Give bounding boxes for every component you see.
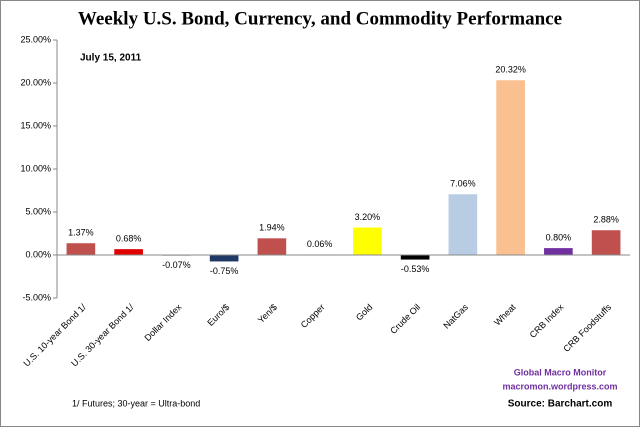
y-tick-label: 25.00% xyxy=(20,34,51,44)
value-label: 7.06% xyxy=(450,179,476,189)
bar xyxy=(257,238,287,255)
site: macromon.wordpress.com xyxy=(502,381,617,391)
source: Source: Barchart.com xyxy=(508,399,613,410)
footnote: 1/ Futures; 30-year = Ultra-bond xyxy=(72,398,200,408)
bar xyxy=(496,80,525,255)
value-label: -0.07% xyxy=(162,260,191,270)
chart-title: Weekly U.S. Bond, Currency, and Commodit… xyxy=(78,8,562,29)
chart-subtitle: July 15, 2011 xyxy=(80,53,142,64)
value-label: 1.37% xyxy=(68,228,94,238)
value-label: -0.75% xyxy=(210,266,239,276)
y-tick-label: 20.00% xyxy=(20,77,51,87)
value-label: 2.88% xyxy=(593,215,619,225)
bar xyxy=(353,227,382,255)
bar xyxy=(209,255,239,262)
bar xyxy=(66,243,96,255)
value-label: 0.06% xyxy=(307,239,333,249)
value-label: 1.94% xyxy=(259,223,285,233)
y-tick-label: 0.00% xyxy=(25,249,51,259)
value-label: -0.53% xyxy=(401,264,430,274)
bar xyxy=(400,255,430,260)
value-label: 3.20% xyxy=(355,212,381,222)
y-tick-label: -5.00% xyxy=(22,292,51,302)
y-tick-label: 5.00% xyxy=(25,206,51,216)
bar xyxy=(591,230,621,255)
value-label: 20.32% xyxy=(495,65,526,75)
value-label: 0.68% xyxy=(116,234,142,244)
brand: Global Macro Monitor xyxy=(514,367,607,377)
value-label: 0.80% xyxy=(546,232,572,242)
bar xyxy=(114,249,143,255)
y-tick-label: 10.00% xyxy=(20,163,51,173)
bar xyxy=(448,194,478,255)
bar xyxy=(544,248,573,255)
y-tick-label: 15.00% xyxy=(20,120,51,130)
